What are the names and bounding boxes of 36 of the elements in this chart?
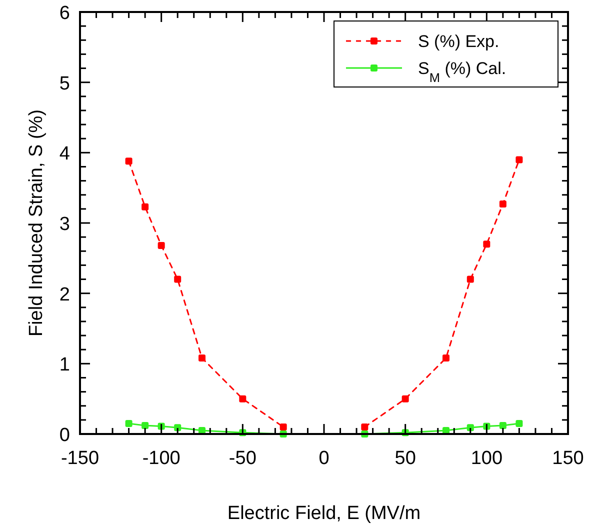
x-tick-label: 100 — [470, 448, 503, 469]
x-tick-label: 0 — [318, 448, 330, 469]
y-tick-label: 6 — [59, 3, 70, 24]
point — [142, 422, 149, 430]
legend-label: S (%) Exp. — [418, 32, 500, 51]
y-tick-label: 5 — [59, 73, 70, 94]
x-tick-label: -150 — [60, 448, 100, 469]
point — [499, 200, 506, 208]
point — [125, 420, 132, 427]
y-tick-label: 4 — [59, 144, 70, 165]
point — [142, 203, 149, 210]
point — [516, 156, 523, 164]
point — [198, 354, 206, 362]
point — [361, 423, 368, 430]
y-tick-label: 2 — [59, 284, 70, 306]
point — [174, 276, 182, 283]
point — [442, 354, 450, 362]
point — [466, 276, 474, 283]
point — [499, 422, 506, 430]
x-axis-title: Electric Field, E (MV/m — [227, 503, 421, 524]
point — [483, 240, 490, 248]
x-tick-label: 150 — [552, 448, 584, 469]
y-tick-label: 1 — [59, 354, 70, 376]
x-tick-label: -50 — [228, 448, 256, 469]
y-tick-label: 0 — [59, 425, 70, 446]
point — [402, 395, 409, 402]
y-tick-label: 3 — [59, 214, 70, 235]
x-tick-label: 50 — [394, 448, 416, 469]
point — [280, 423, 287, 430]
point — [239, 395, 246, 402]
legend-label: S$_{M}$ (%) Cal. — [418, 59, 506, 84]
x-tick-label: -100 — [142, 448, 180, 469]
point — [516, 420, 523, 427]
point — [158, 242, 165, 250]
y-axis-title: Field Induced Strain, S (%) — [26, 109, 47, 337]
point — [125, 158, 132, 165]
